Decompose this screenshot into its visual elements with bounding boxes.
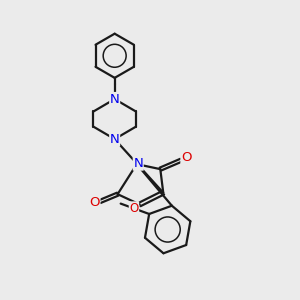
Text: N: N: [110, 93, 119, 106]
Text: N: N: [133, 157, 143, 170]
Text: N: N: [110, 133, 119, 146]
Text: O: O: [181, 152, 191, 164]
Text: O: O: [129, 202, 139, 215]
Text: O: O: [89, 196, 100, 209]
